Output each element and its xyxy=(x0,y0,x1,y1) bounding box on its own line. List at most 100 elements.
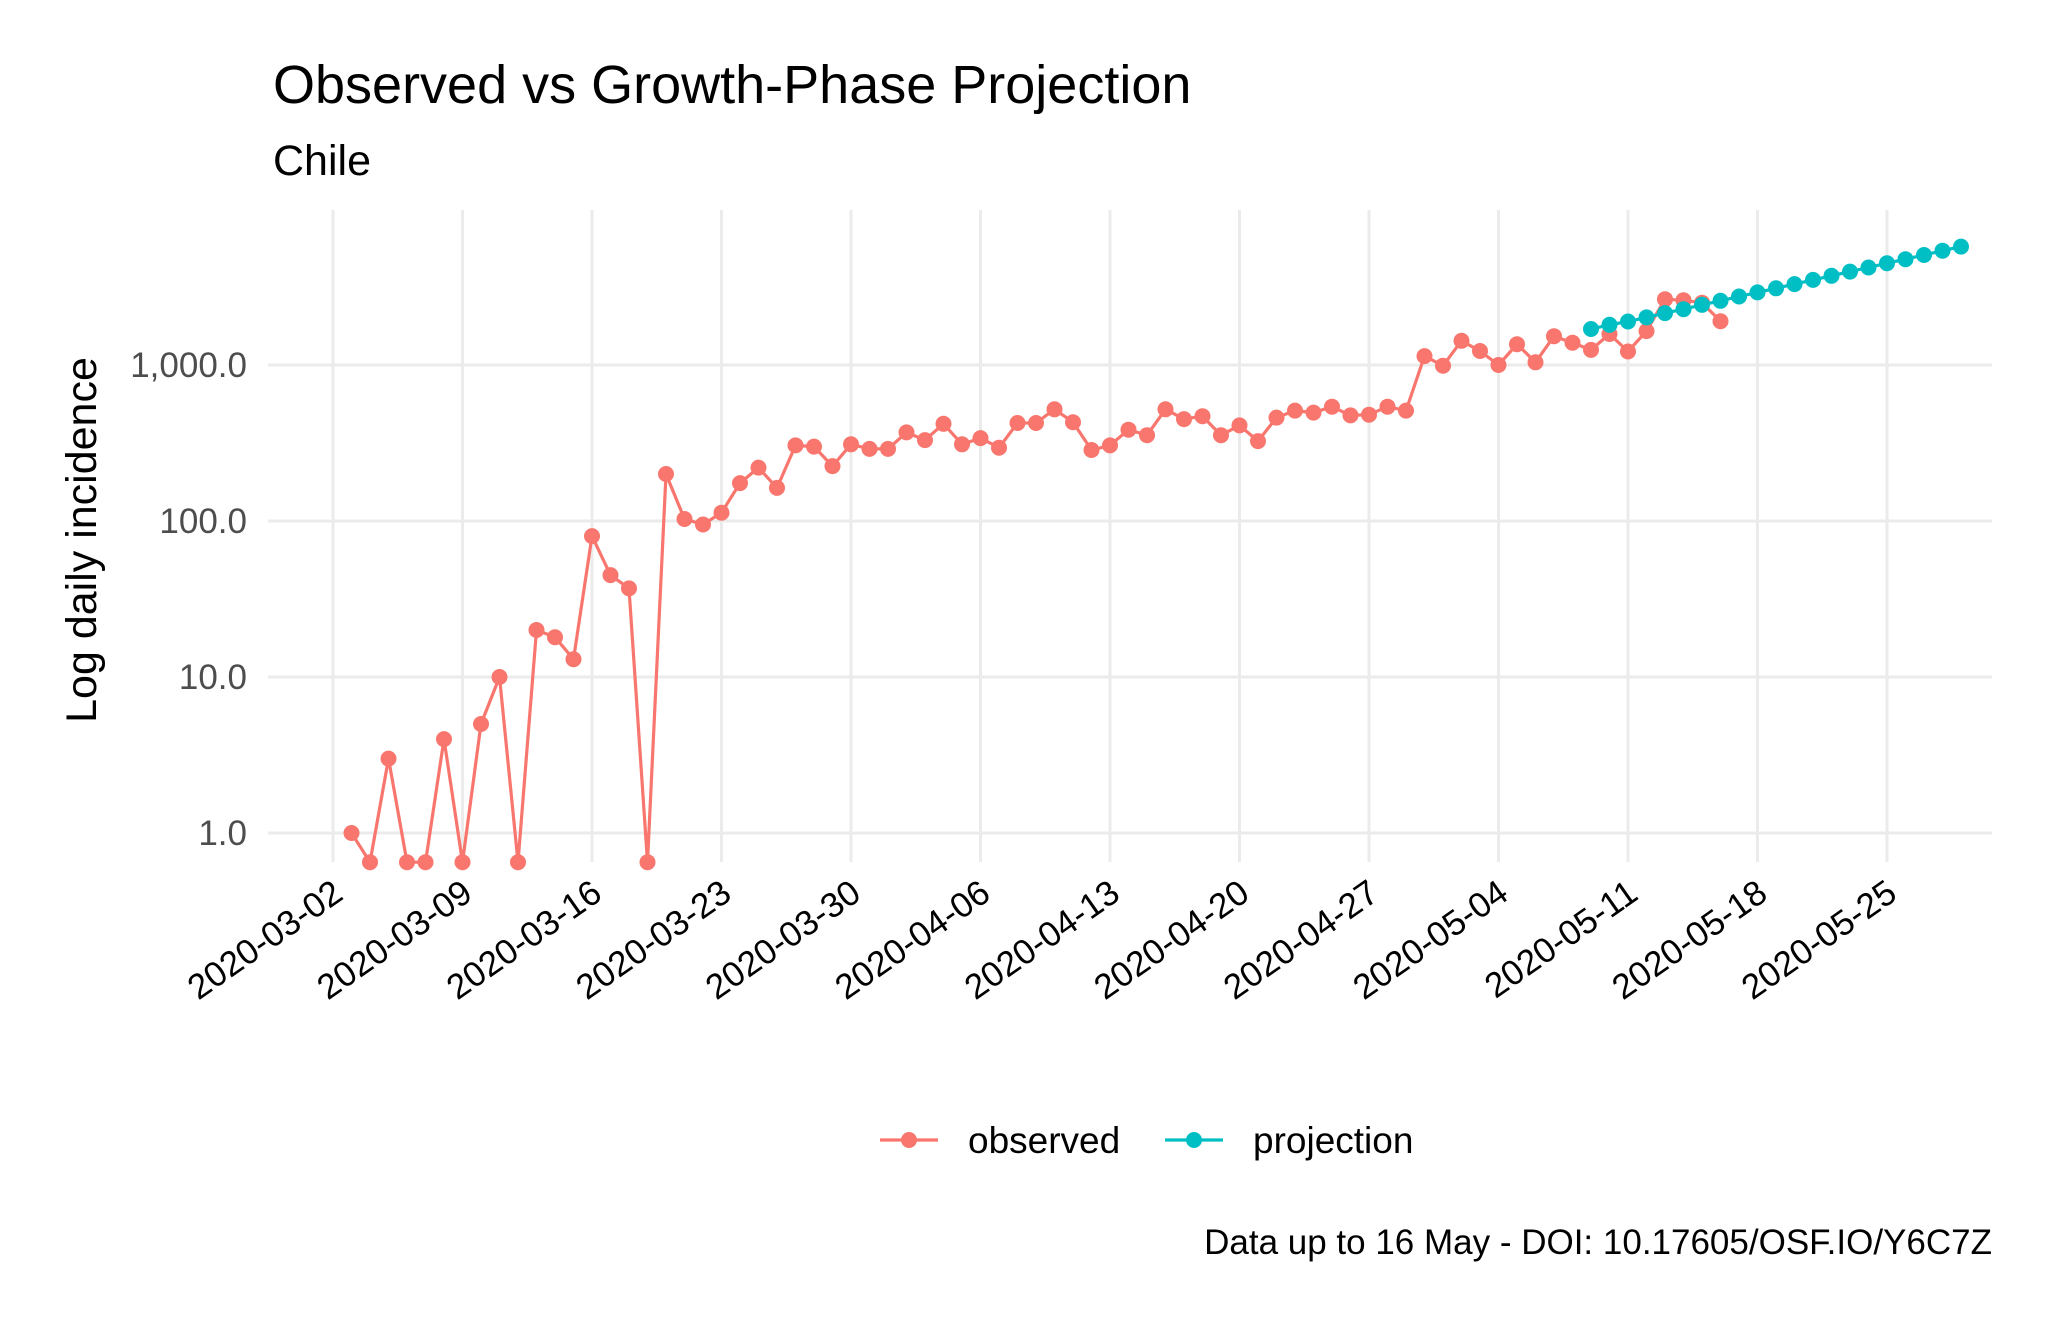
chart-caption: Data up to 16 May - DOI: 10.17605/OSF.IO… xyxy=(1204,1223,1992,1262)
data-point-projection xyxy=(1712,292,1729,309)
data-point-observed xyxy=(1102,437,1118,454)
data-point-observed xyxy=(1490,357,1507,373)
grid xyxy=(268,210,1992,862)
data-point-projection xyxy=(1805,271,1821,288)
data-point-projection xyxy=(1842,263,1858,280)
data-point-observed xyxy=(584,528,600,545)
data-point-projection xyxy=(1916,247,1932,263)
y-tick-label: 10.0 xyxy=(179,658,247,697)
data-point-observed xyxy=(806,438,822,455)
data-point-observed xyxy=(954,436,970,453)
data-point-observed xyxy=(1157,401,1174,418)
data-point-projection xyxy=(1953,238,1969,255)
data-point-observed xyxy=(1546,328,1562,345)
y-tick-label: 1.0 xyxy=(198,814,247,853)
data-point-observed xyxy=(917,432,933,449)
data-point-observed xyxy=(1194,408,1211,425)
data-point-projection xyxy=(1897,251,1914,268)
data-point-observed xyxy=(380,750,397,767)
data-point-observed xyxy=(1564,334,1581,351)
data-point-observed xyxy=(695,516,711,533)
data-point-observed xyxy=(787,437,804,454)
data-point-projection xyxy=(1749,284,1766,301)
data-point-projection xyxy=(1601,316,1618,333)
data-point-observed xyxy=(1250,433,1266,450)
data-point-observed xyxy=(824,458,841,475)
legend-label: projection xyxy=(1253,1120,1413,1161)
series-line-observed xyxy=(350,297,1722,864)
data-point-projection xyxy=(1694,296,1710,313)
data-point-observed xyxy=(639,854,656,871)
legend-key-point xyxy=(901,1132,917,1148)
data-point-observed xyxy=(1120,421,1137,438)
data-point-projection xyxy=(1675,301,1692,318)
data-point-observed xyxy=(1009,415,1026,431)
data-point-observed xyxy=(1176,411,1192,428)
data-point-observed xyxy=(1305,404,1322,421)
data-point-observed xyxy=(713,504,730,521)
data-point-observed xyxy=(621,580,637,597)
data-point-observed xyxy=(1065,414,1081,431)
data-point-observed xyxy=(602,567,619,584)
data-point-observed xyxy=(935,415,952,432)
data-point-observed xyxy=(1583,341,1599,358)
data-point-observed xyxy=(769,479,785,496)
data-point-observed xyxy=(491,669,508,685)
data-point-observed xyxy=(1620,343,1636,360)
data-point-observed xyxy=(898,424,915,441)
data-point-projection xyxy=(1620,313,1636,330)
data-point-observed xyxy=(454,854,471,871)
legend-item-observed: observed xyxy=(880,1120,1120,1161)
data-point-observed xyxy=(1472,343,1488,359)
legend-key-point xyxy=(1186,1132,1202,1148)
data-point-observed xyxy=(1416,348,1433,365)
data-point-observed xyxy=(1139,427,1155,444)
data-point-projection xyxy=(1768,280,1784,297)
data-point-observed xyxy=(991,439,1007,456)
data-point-observed xyxy=(528,622,545,638)
data-point-observed xyxy=(343,825,360,841)
data-point-observed xyxy=(362,854,378,871)
data-point-projection xyxy=(1823,267,1840,284)
x-axis: 2020-03-022020-03-092020-03-162020-03-23… xyxy=(181,873,1904,1008)
data-point-observed xyxy=(1453,332,1470,349)
data-point-observed xyxy=(1712,313,1729,330)
data-point-observed xyxy=(1638,323,1655,340)
data-point-observed xyxy=(1268,409,1285,426)
data-point-observed xyxy=(1324,398,1340,415)
data-point-observed xyxy=(972,430,989,447)
y-tick-label: 1,000.0 xyxy=(130,346,247,385)
data-point-observed xyxy=(565,651,582,668)
chart-subtitle: Chile xyxy=(273,137,371,185)
data-point-observed xyxy=(1509,336,1525,353)
data-point-observed xyxy=(1398,402,1414,419)
data-point-observed xyxy=(399,854,415,871)
series-observed xyxy=(343,291,1729,871)
data-point-observed xyxy=(861,440,878,457)
data-point-observed xyxy=(1231,417,1248,434)
data-point-projection xyxy=(1657,305,1673,322)
chart-title: Observed vs Growth-Phase Projection xyxy=(273,55,1191,115)
data-point-observed xyxy=(658,466,674,482)
y-axis-label: Log daily incidence xyxy=(58,357,106,723)
data-point-observed xyxy=(1527,354,1544,371)
data-point-projection xyxy=(1879,255,1895,272)
data-point-observed xyxy=(510,854,526,871)
data-point-observed xyxy=(1361,406,1377,423)
data-point-observed xyxy=(417,854,434,871)
legend-item-projection: projection xyxy=(1165,1120,1413,1161)
data-point-observed xyxy=(1083,442,1100,458)
data-point-observed xyxy=(1657,291,1673,308)
data-point-observed xyxy=(676,511,693,527)
series-projection xyxy=(1583,238,1969,337)
data-point-observed xyxy=(1379,398,1396,415)
y-axis: 1.0 10.0 100.0 1,000.0 xyxy=(130,346,247,853)
legend: observed projection xyxy=(880,1120,1413,1161)
data-point-projection xyxy=(1934,242,1951,259)
series xyxy=(343,238,1969,871)
data-point-observed xyxy=(750,459,767,476)
data-point-observed xyxy=(436,731,452,748)
data-point-observed xyxy=(732,475,748,492)
data-point-projection xyxy=(1860,259,1877,276)
